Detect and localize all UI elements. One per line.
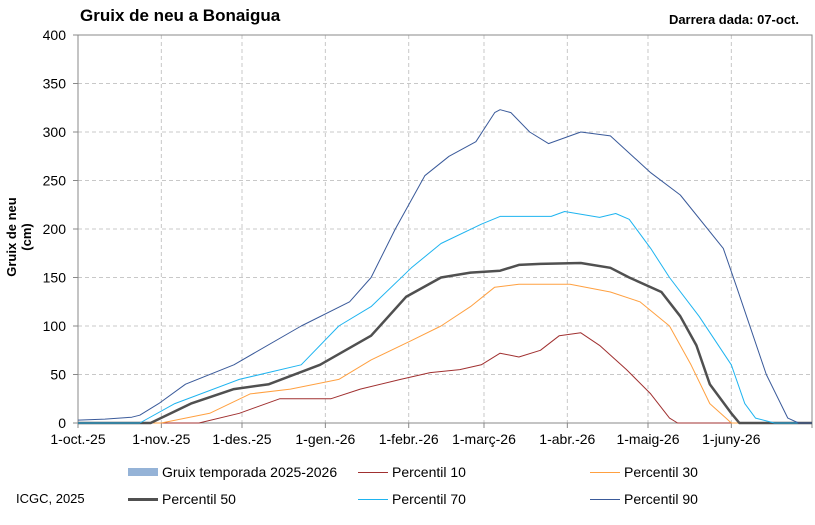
y-tick-label: 400 (43, 27, 67, 43)
series-line-percentil-30 (78, 283, 812, 424)
x-tick-label: 1-maig-26 (616, 431, 679, 447)
y-tick-label: 250 (43, 173, 67, 189)
credit: ICGC, 2025 (16, 491, 85, 506)
legend-swatch (358, 498, 388, 500)
legend-label: Percentil 30 (624, 464, 698, 480)
legend-label: Gruix temporada 2025-2026 (162, 464, 338, 480)
x-tick-label: 1-des.-25 (212, 431, 271, 447)
x-tick-label: 1-oct.-25 (50, 431, 105, 447)
legend-label: Percentil 70 (392, 491, 466, 507)
legend-swatch (128, 497, 158, 501)
legend-label: Percentil 90 (624, 491, 698, 507)
chart-title: Gruix de neu a Bonaigua (80, 6, 281, 25)
y-tick-label: 350 (43, 76, 67, 92)
x-tick-label: 1-gen.-26 (295, 431, 355, 447)
y-tick-label: 100 (43, 318, 67, 334)
y-tick-label: 0 (58, 415, 66, 431)
y-tick-label: 300 (43, 124, 67, 140)
plot-border (77, 34, 813, 424)
plot-area: 0 50 100 150 200 250 300 350 400 1-oct.-25 1-nov.-… (43, 27, 813, 447)
legend-label: Percentil 10 (392, 464, 466, 480)
legend-p10: Percentil 10 (358, 464, 466, 480)
series-line-percentil-70 (78, 211, 812, 424)
x-tick-label: 1-març-26 (452, 431, 516, 447)
series-line-percentil-90 (77, 109, 812, 424)
legend-p70: Percentil 70 (358, 491, 466, 507)
series-line-percentil-10 (78, 332, 812, 424)
legend-p90: Percentil 90 (590, 491, 698, 507)
legend-p30: Percentil 30 (590, 464, 698, 480)
x-tick-label: 1-nov.-25 (132, 431, 190, 447)
last-data-label: Darrera dada: 07-oct. (668, 12, 799, 27)
legend-p50: Percentil 50 (128, 491, 236, 507)
x-tick-label: 1-juny-26 (702, 431, 761, 447)
y-tick-label: 200 (43, 221, 67, 237)
y-tick-label: 50 (50, 367, 66, 383)
legend-swatch (128, 468, 158, 476)
legend-swatch (590, 471, 620, 473)
y-tick-label: 150 (43, 270, 67, 286)
legend-label: Percentil 50 (162, 491, 236, 507)
legend-swatch (590, 498, 620, 500)
x-tick-label: 1-abr.-26 (539, 431, 595, 447)
series-line-percentil-50 (78, 261, 812, 425)
x-tick-label: 1-febr.-26 (379, 431, 439, 447)
legend-swatch (358, 471, 388, 473)
legend-season: Gruix temporada 2025-2026 (128, 464, 337, 480)
